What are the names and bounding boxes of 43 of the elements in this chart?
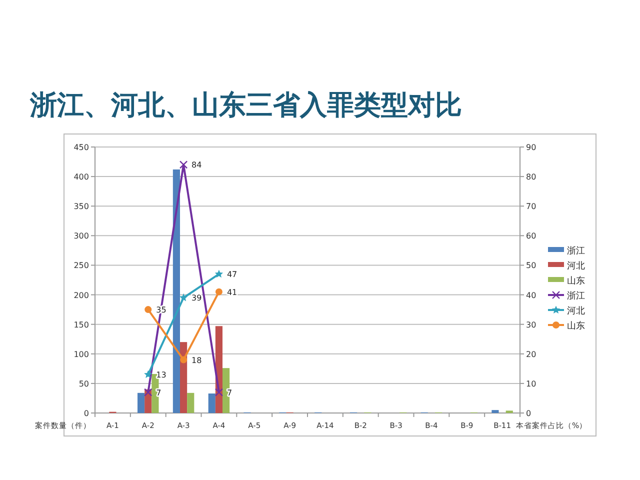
point [214, 388, 224, 396]
legend-label: 河北 [567, 260, 585, 272]
y-tick-label: 0 [84, 409, 89, 418]
data-label: 47 [226, 270, 238, 280]
legend-label: 浙江 [567, 290, 585, 302]
point [179, 160, 188, 169]
data-label: 7 [226, 388, 232, 398]
y2-tick-label: 90 [526, 143, 536, 152]
point [180, 356, 188, 364]
legend-label: 河北 [567, 306, 585, 316]
legend-label: 山东 [567, 276, 585, 286]
point [144, 306, 152, 314]
y-tick-label: 450 [74, 143, 89, 152]
title: 浙江、河北、山东三省入罪类型对比 [30, 90, 462, 121]
y-tick-label: 150 [74, 320, 89, 330]
data-label: 41 [226, 288, 238, 297]
y2-tick-label: 0 [526, 409, 532, 418]
point [144, 388, 152, 396]
y2-tick-label: 40 [526, 290, 536, 300]
y2-tick-label: 20 [526, 350, 536, 359]
data-label: 84 [192, 160, 202, 170]
y-tick-label: 400 [74, 172, 89, 182]
y-tick-label: 200 [74, 290, 89, 300]
y2-tick-label: 10 [526, 379, 536, 388]
legend-label: 山东 [567, 320, 585, 332]
y2-tick-label: 50 [526, 261, 536, 270]
y2-tick-label: 80 [526, 172, 536, 182]
point [179, 293, 188, 302]
legend-label: 浙江 [567, 246, 585, 256]
y-tick-label: 350 [74, 202, 89, 212]
y-tick-label: 250 [74, 261, 89, 270]
y2-tick-label: 60 [526, 232, 536, 241]
y2-tick-label: 30 [526, 320, 536, 330]
y-tick-label: 50 [78, 379, 89, 388]
data-label: 18 [192, 356, 202, 365]
y-tick-label: 100 [74, 350, 89, 359]
data-label: 13 [156, 370, 166, 380]
y2-tick-label: 70 [526, 202, 536, 212]
data-label: 39 [192, 294, 202, 303]
point [215, 288, 222, 296]
point [144, 370, 152, 378]
y-tick-label: 300 [74, 232, 89, 241]
point [214, 270, 224, 278]
